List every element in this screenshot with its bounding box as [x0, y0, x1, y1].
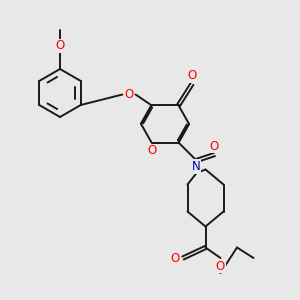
Text: O: O [147, 144, 156, 158]
Text: O: O [170, 251, 179, 265]
Text: O: O [210, 140, 219, 153]
Text: O: O [216, 260, 225, 273]
Text: O: O [56, 39, 64, 52]
Text: O: O [124, 88, 134, 101]
Text: O: O [188, 69, 196, 82]
Text: N: N [192, 160, 201, 173]
